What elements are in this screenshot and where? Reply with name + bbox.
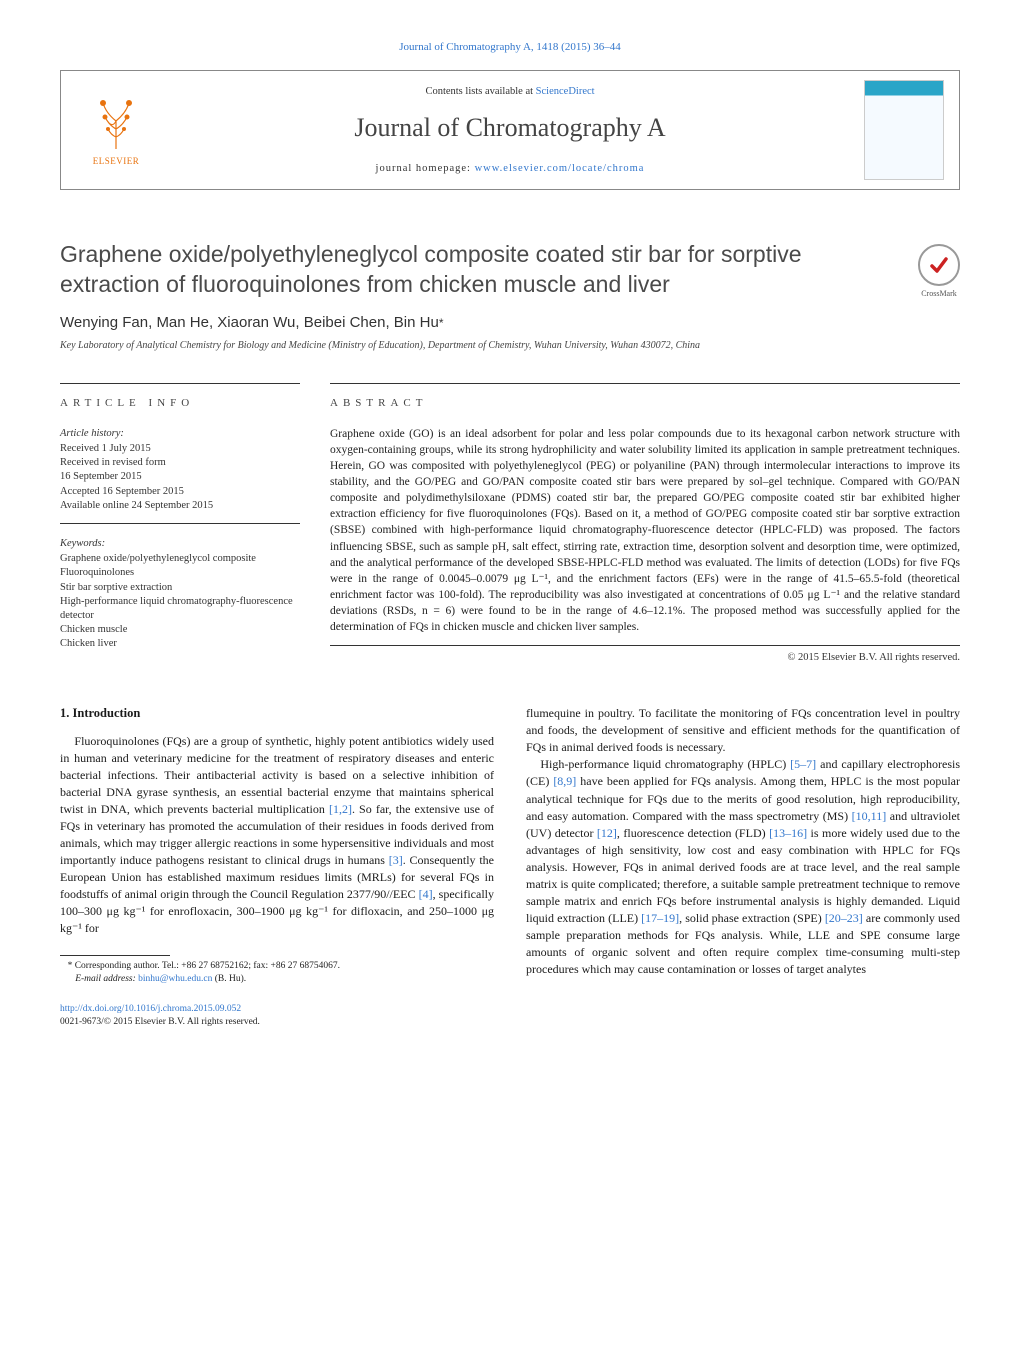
contents-available: Contents lists available at ScienceDirec… (425, 84, 594, 99)
history-line: Available online 24 September 2015 (60, 499, 300, 513)
ref-link[interactable]: [1,2] (329, 802, 352, 816)
journal-cover-box (849, 71, 959, 189)
keyword: Chicken liver (60, 637, 300, 651)
email-footnote: E-mail address: binhu@whu.edu.cn (B. Hu)… (60, 973, 494, 985)
sciencedirect-link[interactable]: ScienceDirect (536, 86, 595, 97)
abstract-heading: abstract (330, 383, 960, 412)
ref-link[interactable]: [17–19] (641, 911, 679, 925)
article-body: 1. Introduction Fluoroquinolones (FQs) a… (60, 705, 960, 1028)
ref-link[interactable]: [12] (597, 826, 617, 840)
doi-block: http://dx.doi.org/10.1016/j.chroma.2015.… (60, 1003, 494, 1028)
publisher-name: ELSEVIER (91, 155, 141, 168)
crossmark-icon (918, 244, 960, 286)
intro-heading: 1. Introduction (60, 705, 494, 723)
doi-link[interactable]: http://dx.doi.org/10.1016/j.chroma.2015.… (60, 1004, 241, 1014)
ref-link[interactable]: [13–16] (769, 826, 807, 840)
history-line: Received in revised form (60, 456, 300, 470)
journal-homepage-link[interactable]: www.elsevier.com/locate/chroma (475, 163, 645, 174)
ref-link[interactable]: [8,9] (553, 774, 576, 788)
keyword: High-performance liquid chromatography-f… (60, 595, 300, 623)
journal-header: ELSEVIER Contents lists available at Sci… (60, 70, 960, 190)
issn-copyright: 0021-9673/© 2015 Elsevier B.V. All right… (60, 1017, 260, 1027)
article-title: Graphene oxide/polyethyleneglycol compos… (60, 240, 900, 300)
keyword: Chicken muscle (60, 623, 300, 637)
ref-link[interactable]: [3] (389, 853, 403, 867)
journal-citation-link[interactable]: Journal of Chromatography A, 1418 (2015)… (399, 41, 621, 53)
keyword: Fluoroquinolones (60, 566, 300, 580)
crossmark-label: CrossMark (921, 288, 957, 300)
journal-homepage: journal homepage: www.elsevier.com/locat… (376, 161, 645, 176)
footnote-rule (60, 955, 170, 956)
ref-link[interactable]: [20–23] (825, 911, 863, 925)
email-link[interactable]: binhu@whu.edu.cn (138, 974, 212, 984)
author-list: Wenying Fan, Man He, Xiaoran Wu, Beibei … (60, 312, 960, 334)
article-history: Article history: Received 1 July 2015 Re… (60, 426, 300, 524)
abstract-copyright: © 2015 Elsevier B.V. All rights reserved… (330, 650, 960, 665)
elsevier-tree-icon (91, 91, 141, 151)
article-info-heading: article info (60, 383, 300, 412)
ref-link[interactable]: [4] (419, 887, 433, 901)
corresponding-mark: * (439, 316, 444, 330)
body-paragraph: flumequine in poultry. To facilitate the… (526, 705, 960, 756)
history-line: 16 September 2015 (60, 470, 300, 484)
corresponding-footnote: * Corresponding author. Tel.: +86 27 687… (60, 960, 494, 972)
journal-cover-thumb (864, 80, 944, 180)
history-line: Received 1 July 2015 (60, 442, 300, 456)
journal-title: Journal of Chromatography A (354, 109, 665, 147)
keywords-label: Keywords: (60, 536, 300, 551)
history-label: Article history: (60, 426, 300, 441)
keyword: Stir bar sorptive extraction (60, 581, 300, 595)
publisher-logo-box: ELSEVIER (61, 71, 171, 189)
history-line: Accepted 16 September 2015 (60, 485, 300, 499)
ref-link[interactable]: [5–7] (790, 757, 816, 771)
keyword: Graphene oxide/polyethyleneglycol compos… (60, 552, 300, 566)
abstract-text: Graphene oxide (GO) is an ideal adsorben… (330, 426, 960, 646)
ref-link[interactable]: [10,11] (852, 809, 887, 823)
affiliation: Key Laboratory of Analytical Chemistry f… (60, 339, 960, 353)
keywords-block: Keywords: Graphene oxide/polyethylenegly… (60, 536, 300, 651)
body-paragraph: High-performance liquid chromatography (… (526, 756, 960, 977)
journal-citation: Journal of Chromatography A, 1418 (2015)… (60, 40, 960, 56)
body-paragraph: Fluoroquinolones (FQs) are a group of sy… (60, 733, 494, 937)
crossmark-badge[interactable]: CrossMark (918, 244, 960, 300)
